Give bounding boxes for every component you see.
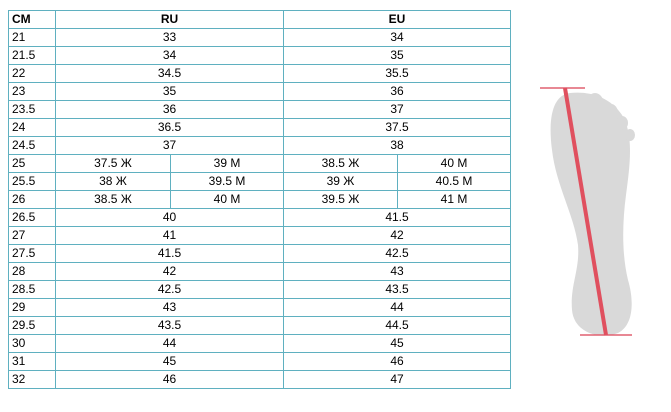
table-row: 26.5 40 41.5 bbox=[8, 208, 512, 227]
table-cell: 36 bbox=[282, 82, 512, 101]
table-cell: 34 bbox=[282, 28, 512, 47]
table-cell: 41 bbox=[55, 226, 284, 245]
table-cell: 40 М bbox=[396, 154, 512, 173]
table-cell: 39 Ж bbox=[283, 172, 398, 191]
table-cell: 28 bbox=[8, 262, 56, 281]
table-cell: RU bbox=[55, 10, 284, 29]
table-cell: 34.5 bbox=[55, 64, 284, 83]
table-cell: 36.5 bbox=[55, 118, 284, 137]
table-row: 23 35 36 bbox=[8, 82, 512, 101]
table-cell: 39 М bbox=[170, 154, 284, 173]
table-cell: 36 bbox=[55, 100, 284, 119]
table-cell: 46 bbox=[282, 352, 512, 371]
table-cell: 26 bbox=[8, 190, 56, 209]
table-cell: 34 bbox=[55, 46, 284, 65]
table-cell: 32 bbox=[8, 370, 56, 389]
table-cell: 43 bbox=[282, 262, 512, 281]
table-row: 27.5 41.5 42.5 bbox=[8, 244, 512, 263]
table-cell: 29.5 bbox=[8, 316, 56, 335]
table-cell: 41 М bbox=[396, 190, 512, 209]
table-cell: 37 bbox=[282, 100, 512, 119]
table-cell: 43 bbox=[55, 298, 284, 317]
table-cell: 28.5 bbox=[8, 280, 56, 299]
table-cell: 26.5 bbox=[8, 208, 56, 227]
table-cell: 42.5 bbox=[55, 280, 284, 299]
size-table: CM RU EU 21 33 34 21.5 34 35 22 34.5 35.5 23 35 36 23.5… bbox=[8, 10, 512, 389]
table-cell: 42 bbox=[55, 262, 284, 281]
table-row: 27 41 42 bbox=[8, 226, 512, 245]
table-cell: 37.5 Ж bbox=[55, 154, 171, 173]
table-row: 23.5 36 37 bbox=[8, 100, 512, 119]
table-cell: 46 bbox=[55, 370, 284, 389]
table-cell: 41.5 bbox=[55, 244, 284, 263]
table-cell: 29 bbox=[8, 298, 56, 317]
table-cell: 43.5 bbox=[282, 280, 512, 299]
table-cell: 42 bbox=[282, 226, 512, 245]
table-cell: 27.5 bbox=[8, 244, 56, 263]
table-row: 24 36.5 37.5 bbox=[8, 118, 512, 137]
table-cell: 23 bbox=[8, 82, 56, 101]
table-cell: CM bbox=[8, 10, 56, 29]
table-cell: 30 bbox=[8, 334, 56, 353]
table-row: 24.5 37 38 bbox=[8, 136, 512, 155]
table-row: 29.5 43.5 44.5 bbox=[8, 316, 512, 335]
table-cell: 38 Ж bbox=[55, 172, 171, 191]
table-cell: 35 bbox=[282, 46, 512, 65]
table-cell: 27 bbox=[8, 226, 56, 245]
table-cell: 24.5 bbox=[8, 136, 56, 155]
table-cell: 33 bbox=[55, 28, 284, 47]
table-row: 25.5 38 Ж 39.5 М 39 Ж 40.5 М bbox=[8, 172, 512, 191]
table-row: 29 43 44 bbox=[8, 298, 512, 317]
table-row: 28.5 42.5 43.5 bbox=[8, 280, 512, 299]
table-cell: EU bbox=[282, 10, 512, 29]
table-row: CM RU EU bbox=[8, 10, 512, 29]
table-cell: 35.5 bbox=[282, 64, 512, 83]
table-cell: 44 bbox=[55, 334, 284, 353]
table-cell: 39.5 Ж bbox=[283, 190, 398, 209]
table-row: 31 45 46 bbox=[8, 352, 512, 371]
table-row: 25 37.5 Ж 39 М 38.5 Ж 40 М bbox=[8, 154, 512, 173]
table-row: 21.5 34 35 bbox=[8, 46, 512, 65]
table-row: 32 46 47 bbox=[8, 370, 512, 389]
table-row: 30 44 45 bbox=[8, 334, 512, 353]
table-cell: 45 bbox=[55, 352, 284, 371]
table-cell: 35 bbox=[55, 82, 284, 101]
table-cell: 45 bbox=[282, 334, 512, 353]
table-cell: 31 bbox=[8, 352, 56, 371]
table-cell: 40.5 М bbox=[396, 172, 512, 191]
table-cell: 44.5 bbox=[282, 316, 512, 335]
table-row: 22 34.5 35.5 bbox=[8, 64, 512, 83]
table-cell: 40 М bbox=[170, 190, 284, 209]
table-row: 28 42 43 bbox=[8, 262, 512, 281]
table-cell: 25.5 bbox=[8, 172, 56, 191]
table-cell: 43.5 bbox=[55, 316, 284, 335]
table-cell: 44 bbox=[282, 298, 512, 317]
table-cell: 47 bbox=[282, 370, 512, 389]
table-cell: 40 bbox=[55, 208, 284, 227]
table-cell: 38.5 Ж bbox=[283, 154, 398, 173]
table-row: 21 33 34 bbox=[8, 28, 512, 47]
table-row: 26 38.5 Ж 40 М 39.5 Ж 41 М bbox=[8, 190, 512, 209]
table-cell: 22 bbox=[8, 64, 56, 83]
table-cell: 23.5 bbox=[8, 100, 56, 119]
table-cell: 21 bbox=[8, 28, 56, 47]
table-cell: 21.5 bbox=[8, 46, 56, 65]
table-cell: 38.5 Ж bbox=[55, 190, 171, 209]
table-cell: 37 bbox=[55, 136, 284, 155]
table-cell: 24 bbox=[8, 118, 56, 137]
table-cell: 25 bbox=[8, 154, 56, 173]
table-cell: 37.5 bbox=[282, 118, 512, 137]
table-cell: 42.5 bbox=[282, 244, 512, 263]
table-cell: 38 bbox=[282, 136, 512, 155]
table-cell: 39.5 М bbox=[170, 172, 284, 191]
table-cell: 41.5 bbox=[282, 208, 512, 227]
foot-illustration bbox=[540, 87, 635, 336]
